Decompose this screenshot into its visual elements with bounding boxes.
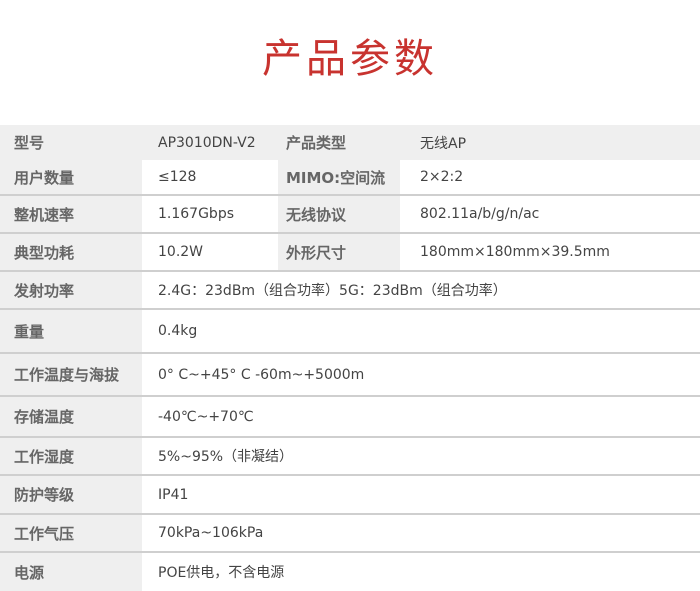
row-label: 工作温度与海拔 — [0, 354, 142, 395]
row-value: 1.167Gbps — [158, 206, 234, 222]
table-row: 重量 0.4kg — [0, 310, 700, 354]
table-row: 型号 AP3010DN-V2 产品类型 无线AP — [0, 125, 700, 160]
row-label: 工作湿度 — [0, 438, 142, 474]
row-value-2: 2×2:2 — [420, 169, 464, 185]
page-title: 产品参数 — [262, 36, 438, 82]
row-value: 5%~95%（非凝结） — [158, 449, 294, 465]
row-label: 存储温度 — [0, 397, 142, 436]
row-label: 型号 — [14, 134, 45, 152]
table-row: 存储温度 -40℃~+70℃ — [0, 397, 700, 438]
row-value: 10.2W — [158, 244, 204, 260]
row-value: 0° C~+45° C -60m~+5000m — [158, 366, 365, 383]
table-row: 防护等级 IP41 — [0, 476, 700, 515]
row-label: 用户数量 — [0, 160, 142, 194]
table-row: 整机速率 1.167Gbps 无线协议 802.11a/b/g/n/ac — [0, 196, 700, 234]
row-label: 重量 — [0, 310, 142, 352]
row-value-2: 180mm×180mm×39.5mm — [420, 244, 610, 260]
row-label: 防护等级 — [0, 476, 142, 513]
row-label-2: 产品类型 — [286, 134, 347, 152]
table-row: 工作温度与海拔 0° C~+45° C -60m~+5000m — [0, 354, 700, 397]
row-value: 0.4kg — [158, 323, 198, 339]
row-value: POE供电，不含电源 — [158, 565, 285, 581]
table-row: 典型功耗 10.2W 外形尺寸 180mm×180mm×39.5mm — [0, 234, 700, 272]
row-label: 工作气压 — [0, 515, 142, 551]
row-value: AP3010DN-V2 — [158, 134, 256, 151]
table-row: 工作湿度 5%~95%（非凝结） — [0, 438, 700, 476]
row-value: ≤128 — [158, 169, 197, 185]
row-label-2: 外形尺寸 — [278, 234, 400, 270]
row-value: 2.4G：23dBm（组合功率）5G：23dBm（组合功率） — [158, 283, 507, 299]
row-label: 整机速率 — [0, 196, 142, 232]
row-value: -40℃~+70℃ — [158, 408, 254, 425]
table-row: 用户数量 ≤128 MIMO:空间流 2×2:2 — [0, 160, 700, 196]
row-label-2: MIMO:空间流 — [278, 160, 400, 194]
table-row: 发射功率 2.4G：23dBm（组合功率）5G：23dBm（组合功率） — [0, 272, 700, 310]
row-label: 典型功耗 — [0, 234, 142, 270]
row-value: IP41 — [158, 486, 189, 503]
table-row: 电源 POE供电，不含电源 — [0, 553, 700, 591]
row-label-2: 无线协议 — [278, 196, 400, 232]
row-value-2: 无线AP — [420, 135, 467, 152]
row-label: 发射功率 — [0, 272, 142, 308]
row-value: 70kPa~106kPa — [158, 525, 264, 541]
spec-table: 型号 AP3010DN-V2 产品类型 无线AP 用户数量 ≤128 MIMO:… — [0, 125, 700, 591]
table-row: 工作气压 70kPa~106kPa — [0, 515, 700, 553]
row-value-2: 802.11a/b/g/n/ac — [420, 206, 540, 222]
row-label: 电源 — [0, 553, 142, 591]
